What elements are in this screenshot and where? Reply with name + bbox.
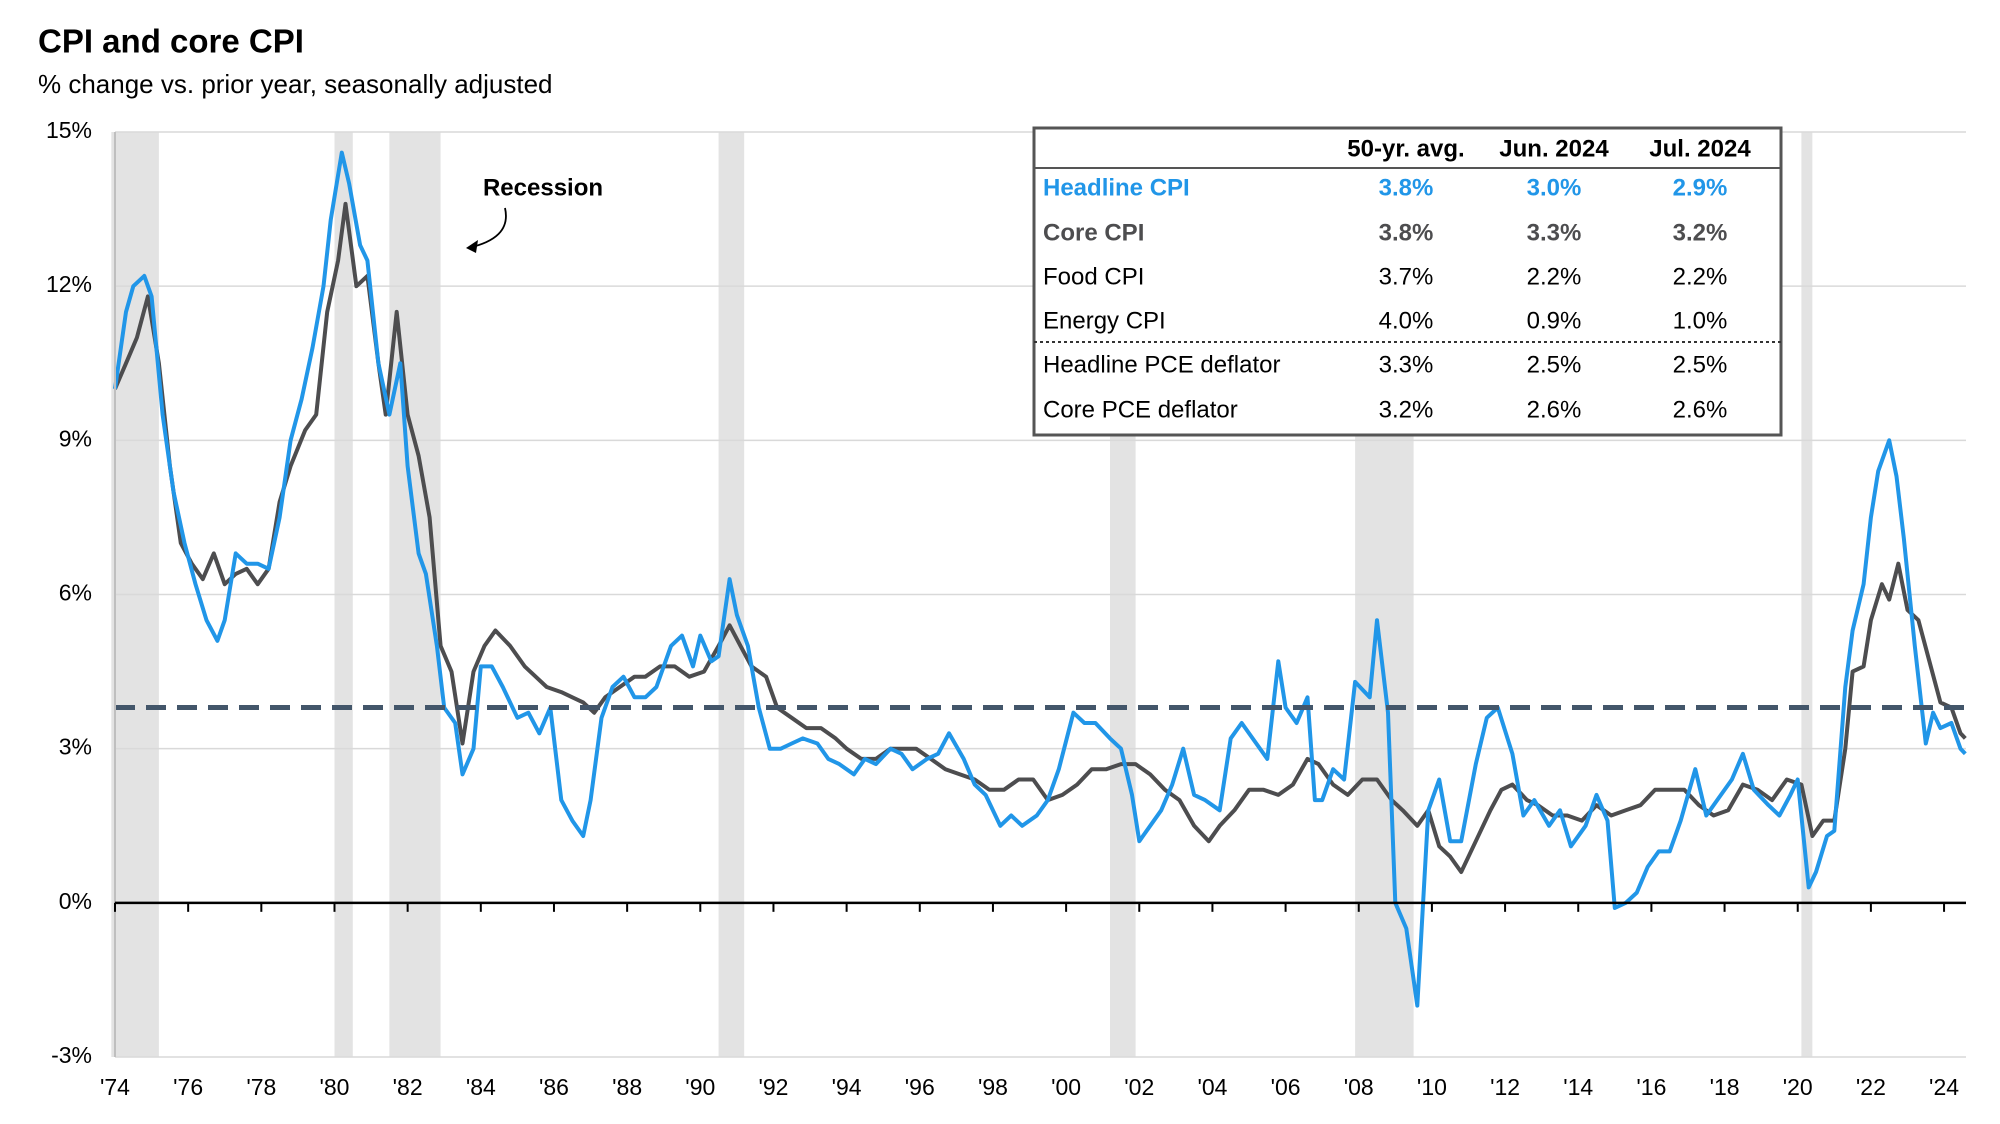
x-tick-label: '12 [1490, 1074, 1520, 1100]
x-tick-label: '00 [1051, 1074, 1081, 1100]
data-table: 50-yr. avg. Jun. 2024 Jul. 2024 Headline CP… [1032, 126, 1783, 437]
series-line [113, 150, 1967, 1008]
x-tick-label: '18 [1710, 1074, 1740, 1100]
table-cell: 4.0% [1379, 307, 1434, 334]
table-cell: 2.2% [1527, 263, 1582, 290]
x-tick-label: '14 [1563, 1074, 1593, 1100]
table-column-header: Jun. 2024 [1499, 135, 1609, 162]
table-cell: 2.5% [1673, 351, 1728, 378]
table-row-label: Core PCE deflator [1043, 396, 1238, 423]
table-row-label: Headline PCE deflator [1043, 351, 1280, 378]
x-tick-label: '74 [100, 1074, 130, 1100]
table-cell: 2.9% [1673, 174, 1728, 201]
annotation: Recession [483, 174, 603, 201]
y-tick-label: 6% [59, 580, 92, 606]
x-tick-label: '02 [1124, 1074, 1154, 1100]
x-tick-label: '20 [1783, 1074, 1813, 1100]
x-tick-label: '10 [1417, 1074, 1447, 1100]
y-tick-label: 15% [46, 117, 92, 143]
x-tick-label: '94 [832, 1074, 862, 1100]
y-tick-label: -3% [51, 1042, 92, 1068]
table-cell: 3.8% [1379, 174, 1434, 201]
x-tick-label: '96 [905, 1074, 935, 1100]
series-lines [113, 150, 1967, 1008]
table-cell: 2.6% [1673, 396, 1728, 423]
table-cell: 0.9% [1527, 307, 1582, 334]
y-tick-label: 9% [59, 425, 92, 451]
table-cell: 2.6% [1527, 396, 1582, 423]
table-cell: 3.2% [1673, 219, 1728, 246]
x-tick-label: '24 [1929, 1074, 1959, 1100]
table-row-label: Core CPI [1043, 219, 1144, 246]
x-tick-label: '04 [1197, 1074, 1227, 1100]
axes: -3% 0% 3% 6% 9% 12% 15% '74 '76 '78 '80 '82 '84 '86 '8… [46, 117, 1966, 1100]
table-cell: 3.3% [1379, 351, 1434, 378]
table-cell: 2.2% [1673, 263, 1728, 290]
table-cell: 3.0% [1527, 174, 1582, 201]
chart-subtitle: % change vs. prior year, seasonally adju… [38, 69, 553, 99]
table-cell: 3.8% [1379, 219, 1434, 246]
table-row-label: Energy CPI [1043, 307, 1166, 334]
table-column-header: Jul. 2024 [1649, 135, 1751, 162]
table-column-header: 50-yr. avg. [1347, 135, 1464, 162]
annotation-arrowhead [466, 240, 478, 253]
x-tick-label: '08 [1344, 1074, 1374, 1100]
x-tick-label: '84 [466, 1074, 496, 1100]
y-tick-label: 3% [59, 734, 92, 760]
x-tick-label: '78 [246, 1074, 276, 1100]
x-tick-label: '16 [1636, 1074, 1666, 1100]
x-tick-label: '82 [393, 1074, 423, 1100]
x-tick-label: '06 [1271, 1074, 1301, 1100]
table-cell: 2.5% [1527, 351, 1582, 378]
x-tick-label: '90 [685, 1074, 715, 1100]
x-tick-label: '88 [612, 1074, 642, 1100]
x-tick-label: '86 [539, 1074, 569, 1100]
chart-title: CPI and core CPI [38, 23, 304, 60]
x-tick-label: '92 [758, 1074, 788, 1100]
x-tick-label: '22 [1856, 1074, 1886, 1100]
table-cell: 1.0% [1673, 307, 1728, 334]
table-row-label: Headline CPI [1043, 174, 1190, 201]
y-tick-label: 12% [46, 271, 92, 297]
x-tick-label: '98 [978, 1074, 1008, 1100]
table-frame [1032, 126, 1783, 437]
x-tick-label: '80 [319, 1074, 349, 1100]
y-tick-label: 0% [59, 888, 92, 914]
table-cell: 3.2% [1379, 396, 1434, 423]
x-tick-label: '76 [173, 1074, 203, 1100]
table-cell: 3.3% [1527, 219, 1582, 246]
table-row-label: Food CPI [1043, 263, 1144, 290]
annotation-arrow [467, 207, 507, 249]
table-cell: 3.7% [1379, 263, 1434, 290]
